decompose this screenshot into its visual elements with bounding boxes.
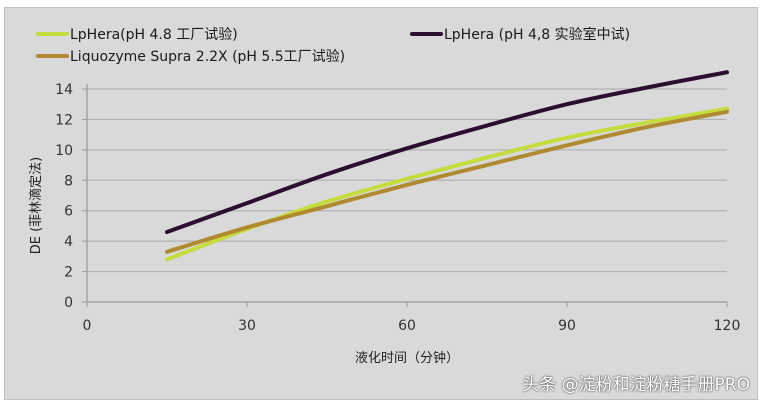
series-line [165,109,729,254]
legend-label: LpHera (pH 4,8 实验室中试) [444,27,631,43]
y-tick-label: 6 [64,204,73,220]
y-tick-label: 14 [55,82,73,98]
x-axis-title: 液化时间（分钟） [355,350,459,366]
y-tick-label: 8 [64,173,73,189]
legend-item-liquozyme: Liquozyme Supra 2.2X (pH 5.5工厂试验) [36,46,345,66]
watermark: 头条 @淀粉和淀粉糖手册PRO [522,375,750,395]
y-tick-label: 0 [64,295,73,311]
legend-swatch-icon [36,54,69,58]
x-tick-label: 60 [398,318,416,334]
x-tick-label: 30 [238,318,256,334]
legend-label: LpHera(pH 4.8 工厂试验) [70,27,238,43]
series-line [165,70,729,235]
x-tick-label: 0 [83,318,92,334]
legend-item-lphera-lab: LpHera (pH 4,8 实验室中试) [410,24,630,44]
legend-swatch-icon [36,32,69,36]
series-line [165,106,729,262]
legend-item-lphera-plant: LpHera(pH 4.8 工厂试验) [36,24,238,44]
y-axis-title: DE (菲林滴定法) [28,157,44,255]
y-tick-label: 10 [55,143,73,159]
x-tick-label: 120 [714,318,741,334]
y-tick-label: 4 [64,234,73,250]
legend-swatch-icon [410,32,443,36]
x-tick-label: 90 [558,318,576,334]
legend-label: Liquozyme Supra 2.2X (pH 5.5工厂试验) [70,49,346,65]
y-tick-label: 2 [64,265,73,281]
chart-frame [4,7,758,400]
y-tick-label: 12 [55,112,73,128]
